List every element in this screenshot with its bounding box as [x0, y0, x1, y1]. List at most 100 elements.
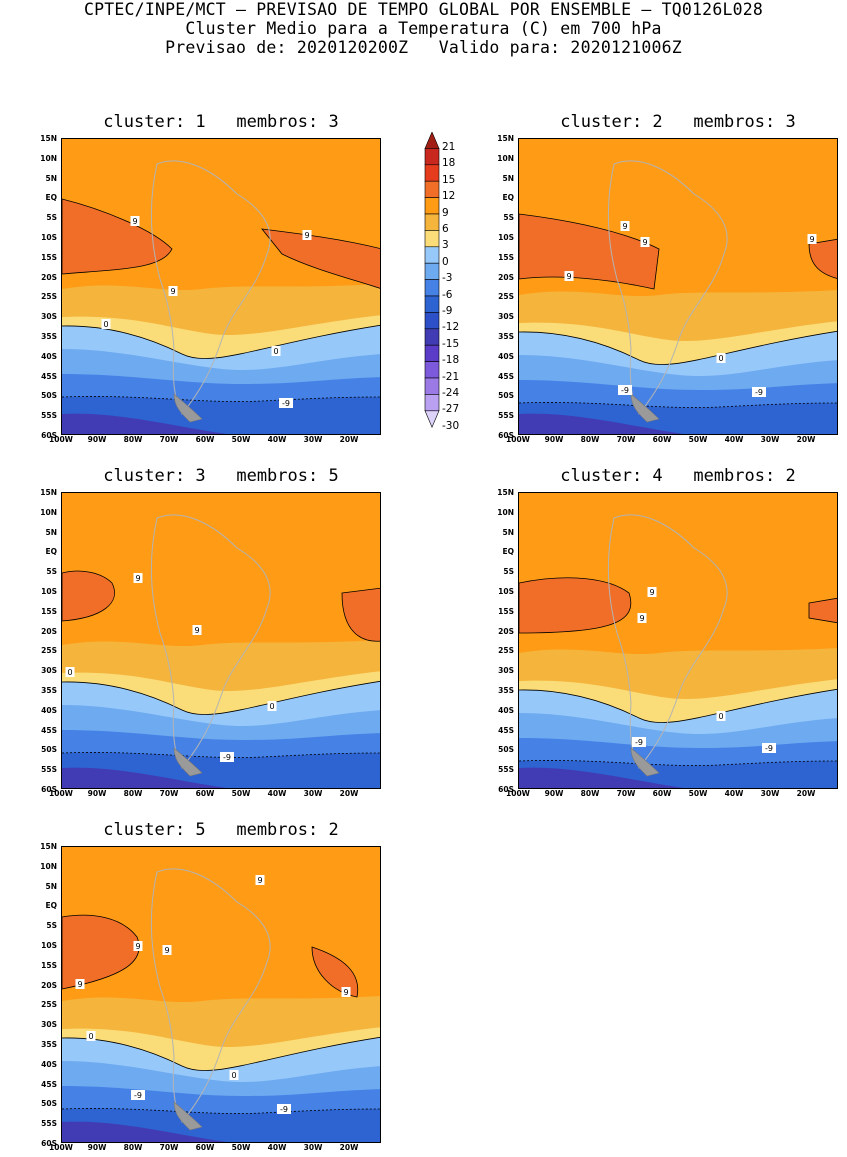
lat-tick-label: 5N [45, 527, 58, 537]
lat-tick-label: 10N [40, 861, 57, 871]
lat-tick-label: 5S [46, 213, 57, 223]
lon-tick-label: 20W [339, 1143, 359, 1152]
colorbar-swatch [424, 312, 440, 330]
lat-tick-label: 30S [498, 312, 514, 322]
lat-tick-label: 55S [498, 765, 514, 775]
temperature-map: 9 9 9 0 0 -9 [61, 138, 381, 435]
tierra-del-fuego [630, 747, 660, 777]
lat-tick-label: 25S [41, 646, 57, 656]
svg-text:9: 9 [135, 574, 140, 583]
figure-title: CPTEC/INPE/MCT – PREVISAO DE TEMPO GLOBA… [0, 0, 847, 57]
lon-tick-label: 40W [267, 435, 287, 444]
colorbar-swatch [424, 230, 440, 248]
lat-tick-label: 45S [41, 1079, 57, 1089]
lon-tick-label: 40W [267, 789, 287, 798]
svg-text:0: 0 [103, 320, 108, 329]
temperature-map: 9 9 0 -9 -9 [518, 492, 838, 789]
lat-tick-label: 10N [497, 507, 514, 517]
colorbar-tick-label: -9 [442, 305, 453, 317]
lon-tick-label: 20W [796, 435, 816, 444]
band-neg12-neg9 [519, 413, 684, 434]
colorbar-swatch [424, 394, 440, 412]
contour-label: 9 [640, 237, 650, 247]
svg-text:-9: -9 [282, 399, 290, 408]
lat-tick-label: 40S [41, 1059, 57, 1069]
lat-tick-label: 35S [41, 332, 57, 341]
panel-title: cluster: 1 membros: 3 [103, 112, 339, 132]
colorbar-swatch [424, 148, 440, 166]
lon-tick-label: 60W [652, 435, 672, 444]
colorbar-swatch [424, 295, 440, 313]
contour-label: 9 [192, 625, 202, 635]
band-neg12-neg9 [62, 413, 227, 434]
lat-tick-label: 60S [498, 785, 514, 794]
contour-0 [62, 1036, 380, 1071]
colorbar-swatch [424, 164, 440, 182]
lat-tick-label: 5S [503, 213, 514, 223]
title-line-1: CPTEC/INPE/MCT – PREVISAO DE TEMPO GLOBA… [84, 0, 763, 19]
colorbar-tick-label: 21 [442, 141, 456, 153]
svg-text:9: 9 [622, 222, 627, 231]
contour-neg9 [62, 396, 380, 402]
map-canvas: 9 9 9 0 0 -9 [62, 139, 380, 434]
lat-tick-label: EQ [502, 193, 515, 203]
lat-tick-label: 5N [45, 881, 58, 891]
lat-tick-label: 20S [498, 626, 514, 636]
colorbar-swatches [424, 131, 440, 428]
continent-outline [150, 160, 271, 415]
lon-tick-label: 30W [760, 435, 780, 444]
colorbar-tick-label: -18 [442, 354, 460, 367]
colorbar-swatch [424, 361, 440, 379]
lat-tick-label: 15S [41, 252, 57, 262]
lat-tick-label: 15S [498, 252, 514, 262]
colorbar-tick-label: 3 [442, 239, 449, 252]
lat-tick-label: 5S [46, 921, 57, 931]
lon-tick-label: 100W [49, 435, 73, 444]
lon-tick-label: 60W [652, 789, 672, 798]
contour-label: 9 [302, 230, 312, 240]
lat-tick-label: 60S [41, 1139, 57, 1148]
lat-tick-label: 5N [45, 173, 58, 183]
band-neg12-neg9 [519, 767, 684, 788]
contour-label: -9 [632, 737, 646, 747]
lon-tick-label: 40W [724, 789, 744, 798]
band-neg12-neg9 [62, 767, 227, 788]
tierra-del-fuego [630, 393, 660, 423]
lat-tick-label: 40S [41, 351, 57, 361]
svg-text:9: 9 [343, 988, 348, 997]
band-12-15 [311, 946, 359, 998]
colorbar-swatch [424, 279, 440, 297]
contour-label: 0 [716, 711, 726, 721]
lat-tick-label: 30S [498, 666, 514, 676]
lat-tick-label: 55S [41, 1119, 57, 1129]
tierra-del-fuego [173, 393, 203, 423]
contour-label: 0 [229, 1070, 239, 1080]
lat-tick-label: 20S [41, 626, 57, 636]
contour-0 [62, 680, 380, 715]
contour-label: 9 [162, 945, 172, 955]
colorbar-swatch [424, 213, 440, 231]
band-neg12-neg9 [62, 1121, 227, 1142]
svg-text:0: 0 [269, 702, 274, 711]
contour-neg9 [62, 752, 380, 758]
lat-tick-label: 20S [498, 272, 514, 282]
lat-tick-label: 10S [41, 587, 57, 596]
colorbar-tick-label: 15 [442, 173, 456, 186]
contour-label: 9 [620, 221, 630, 231]
svg-text:9: 9 [809, 235, 814, 244]
lat-tick-label: EQ [45, 193, 58, 203]
lat-tick-label: 10S [41, 233, 57, 242]
colorbar-swatch [424, 262, 440, 280]
svg-text:9: 9 [649, 588, 654, 597]
contour-0 [519, 330, 837, 365]
map-canvas: 9 9 0 0 -9 [62, 493, 380, 788]
contour-label: 9 [168, 286, 178, 296]
band-12-15 [519, 577, 632, 634]
title-line-3: Previsao de: 2020120200Z Valido para: 20… [165, 38, 682, 57]
lat-tick-label: 15S [41, 606, 57, 616]
contour-neg9 [519, 402, 837, 408]
lon-tick-label: 90W [87, 435, 107, 444]
lat-tick-label: EQ [45, 901, 58, 911]
lat-tick-label: 30S [41, 312, 57, 322]
colorbar-swatch [424, 197, 440, 215]
